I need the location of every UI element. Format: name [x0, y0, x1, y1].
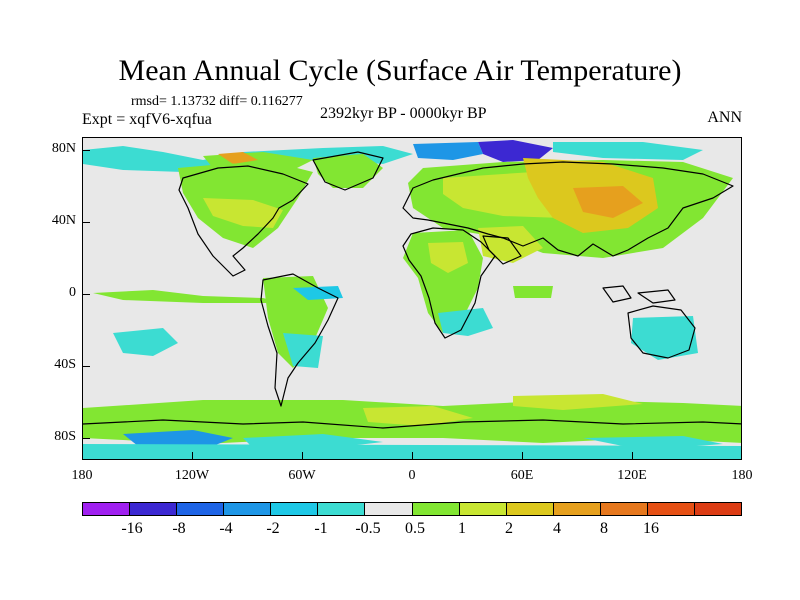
colorbar-box	[459, 503, 507, 515]
colorbar-label: 8	[600, 520, 608, 537]
colorbar-box	[130, 503, 178, 515]
x-tick	[302, 452, 303, 460]
y-tick	[82, 366, 90, 367]
coastlines	[83, 151, 741, 429]
colorbar-box	[600, 503, 648, 515]
colorbar-label: -2	[266, 520, 280, 537]
colorbar-box	[412, 503, 460, 515]
x-tick	[522, 452, 523, 460]
season-label: ANN	[707, 109, 742, 126]
colorbar-label: -16	[121, 520, 143, 537]
colorbar-label: 1	[458, 520, 466, 537]
y-label-0: 0	[69, 285, 76, 300]
colorbar-box	[553, 503, 601, 515]
stats-text: rmsd= 1.13732 diff= 0.116277	[131, 94, 303, 109]
x-label-0: 0	[408, 468, 416, 483]
colorbar-box	[177, 503, 225, 515]
anomaly-map	[83, 140, 741, 459]
plot-title: Mean Annual Cycle (Surface Air Temperatu…	[118, 54, 682, 87]
colorbar-box	[83, 503, 131, 515]
y-label-80n: 80N	[51, 141, 76, 156]
colorbar-label: 0.5	[405, 520, 425, 537]
experiment-label: Expt = xqfV6-xqfua	[82, 111, 212, 128]
colorbar-label: 16	[643, 520, 659, 537]
colorbar-box	[506, 503, 554, 515]
colorbar-label: -1	[314, 520, 328, 537]
x-tick	[192, 452, 193, 460]
x-label-180w: 180	[71, 468, 93, 483]
y-tick	[82, 438, 90, 439]
period-label: 2392kyr BP - 0000kyr BP	[320, 105, 487, 122]
y-tick	[82, 150, 90, 151]
y-label-40n: 40N	[51, 213, 76, 228]
x-label-60w: 60W	[288, 468, 316, 483]
colorbar-label: -8	[172, 520, 186, 537]
colorbar-label: 4	[553, 520, 561, 537]
colorbar	[82, 502, 742, 516]
x-tick	[412, 452, 413, 460]
colorbar-box	[224, 503, 272, 515]
anomaly-field	[83, 140, 741, 459]
y-tick	[82, 294, 90, 295]
y-label-80s: 80S	[54, 429, 76, 444]
x-label-180e: 180	[731, 468, 753, 483]
colorbar-box	[318, 503, 366, 515]
colorbar-label: 2	[505, 520, 513, 537]
colorbar-box	[271, 503, 319, 515]
x-tick	[632, 452, 633, 460]
colorbar-box	[647, 503, 696, 515]
colorbar-box	[365, 503, 413, 515]
y-tick	[82, 222, 90, 223]
x-label-120w: 120W	[174, 468, 210, 483]
colorbar-label: -0.5	[355, 520, 381, 537]
x-label-120e: 120E	[617, 468, 647, 483]
map-panel	[82, 137, 742, 460]
colorbar-label: -4	[219, 520, 233, 537]
colorbar-box	[695, 503, 742, 515]
y-label-40s: 40S	[54, 357, 76, 372]
x-label-60e: 60E	[510, 468, 534, 483]
